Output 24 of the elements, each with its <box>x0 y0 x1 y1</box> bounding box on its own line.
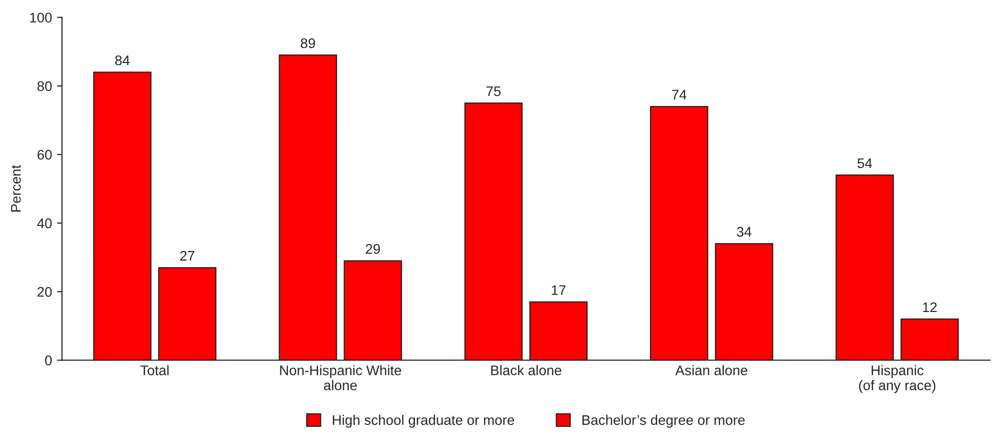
data-label: 12 <box>923 302 937 312</box>
legend-label: Bachelor’s degree or more <box>582 414 745 428</box>
x-tick-label: Hispanic (of any race) <box>859 365 936 393</box>
y-tick-label: 20 <box>38 286 52 297</box>
y-tick-label: 80 <box>37 81 52 92</box>
data-label: 84 <box>115 55 130 66</box>
data-label: 75 <box>486 86 501 96</box>
y-axis-title: Percent <box>11 164 21 212</box>
y-tick-label: 40 <box>37 218 52 228</box>
legend-label: High school graduate or more <box>332 414 514 428</box>
y-tick-label: 100 <box>30 12 52 23</box>
data-label: 27 <box>180 250 194 261</box>
x-tick-label: Non-Hispanic White alone <box>280 365 402 390</box>
x-tick-label: Total <box>140 365 169 376</box>
data-label: 54 <box>858 158 872 168</box>
data-label: 17 <box>552 285 566 295</box>
data-label: 29 <box>366 244 380 254</box>
y-tick-label: 60 <box>38 150 52 160</box>
x-tick-label: Asian alone <box>675 365 748 376</box>
data-label: 74 <box>672 90 686 100</box>
data-label: 34 <box>736 226 752 237</box>
x-tick-label: Black alone <box>491 365 562 376</box>
y-tick-label: 0 <box>45 356 52 366</box>
data-label: 89 <box>300 38 315 48</box>
